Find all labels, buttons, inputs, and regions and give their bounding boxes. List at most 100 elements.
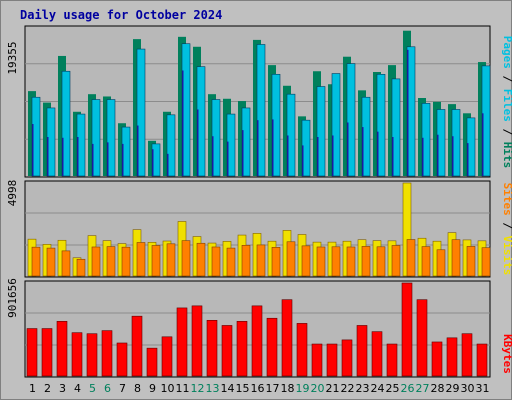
bar-sites xyxy=(31,246,41,277)
bar-pages xyxy=(32,124,34,176)
bar-sites xyxy=(301,245,311,277)
x-tick-label: 14 xyxy=(221,382,235,395)
bar-kbytes xyxy=(266,317,278,377)
x-tick-label: 17 xyxy=(266,382,280,395)
bar-kbytes xyxy=(311,343,323,377)
bar-sites xyxy=(316,246,326,277)
bar-sites xyxy=(406,239,416,277)
bar-files xyxy=(376,74,386,177)
legend-sites: Sites xyxy=(501,183,512,216)
bar-kbytes xyxy=(221,325,233,377)
x-tick-label: 22 xyxy=(341,382,355,395)
bar-pages xyxy=(467,143,469,176)
bar-kbytes xyxy=(341,339,353,377)
legend-sep: / xyxy=(501,216,512,236)
bar-kbytes xyxy=(86,333,98,377)
bar-files xyxy=(286,93,296,177)
bar-files xyxy=(391,78,401,177)
bar-kbytes xyxy=(326,343,338,377)
bar-pages xyxy=(437,134,439,176)
legend-sep: / xyxy=(501,69,512,89)
x-tick-label: 19 xyxy=(296,382,310,395)
bar-kbytes xyxy=(251,305,263,377)
legend-mid: Sites / Visits xyxy=(501,183,512,276)
legend-files: Files xyxy=(501,89,512,122)
bar-sites xyxy=(241,244,251,277)
x-tick-label: 13 xyxy=(206,382,220,395)
x-tick-label: 31 xyxy=(476,382,490,395)
bar-sites xyxy=(106,246,116,277)
bar-kbytes xyxy=(191,305,203,377)
chart-title: Daily usage for October 2024 xyxy=(20,8,222,22)
x-tick-label: 7 xyxy=(119,382,126,395)
x-tick-label: 9 xyxy=(149,382,156,395)
bar-pages xyxy=(257,120,259,176)
bar-sites xyxy=(76,258,86,277)
bar-files xyxy=(106,99,116,177)
bar-sites xyxy=(91,246,101,277)
bar-kbytes xyxy=(56,321,68,377)
bar-kbytes xyxy=(116,342,128,377)
x-tick-label: 3 xyxy=(59,382,66,395)
bar-kbytes xyxy=(206,320,218,377)
x-tick-label: 15 xyxy=(236,382,250,395)
bar-sites xyxy=(391,245,401,277)
bar-pages xyxy=(317,137,319,176)
bar-pages xyxy=(272,119,274,176)
legend-visits: Visits xyxy=(501,236,512,276)
x-tick-label: 27 xyxy=(416,382,430,395)
bar-files xyxy=(346,63,356,177)
bar-pages xyxy=(392,137,394,176)
bar-sites xyxy=(46,247,56,277)
bar-pages xyxy=(137,125,139,176)
x-tick-label: 21 xyxy=(326,382,340,395)
x-tick-label: 29 xyxy=(446,382,460,395)
x-tick-label: 10 xyxy=(161,382,175,395)
bar-pages xyxy=(287,135,289,176)
bar-sites xyxy=(166,243,176,277)
x-tick-label: 20 xyxy=(311,382,325,395)
bar-pages xyxy=(482,113,484,176)
legend-top: Pages / Files / Hits xyxy=(501,36,512,169)
visits-ymax-label: 4998 xyxy=(6,180,19,207)
bar-files xyxy=(331,73,341,177)
bar-kbytes xyxy=(296,323,308,377)
bar-kbytes xyxy=(461,333,473,377)
bar-pages xyxy=(122,143,124,176)
x-tick-label: 6 xyxy=(104,382,111,395)
bar-kbytes xyxy=(176,307,188,377)
bar-pages xyxy=(377,131,379,176)
x-tick-label: 12 xyxy=(191,382,205,395)
bar-files xyxy=(91,99,101,177)
bar-pages xyxy=(362,127,364,176)
bar-files xyxy=(166,114,176,177)
x-tick-label: 5 xyxy=(89,382,96,395)
x-tick-label: 8 xyxy=(134,382,141,395)
bar-pages xyxy=(152,149,154,176)
x-tick-label: 28 xyxy=(431,382,445,395)
bar-sites xyxy=(331,246,341,277)
bar-pages xyxy=(452,136,454,176)
x-tick-label: 18 xyxy=(281,382,295,395)
bar-sites xyxy=(361,246,371,277)
x-tick-label: 26 xyxy=(401,382,415,395)
legend-hits: Hits xyxy=(501,142,512,169)
bar-kbytes xyxy=(416,299,428,377)
bar-kbytes xyxy=(101,330,113,377)
bar-pages xyxy=(47,137,49,176)
bar-pages xyxy=(92,143,94,176)
bar-kbytes xyxy=(476,343,488,377)
bar-files xyxy=(316,86,326,177)
bar-pages xyxy=(227,141,229,176)
bar-sites xyxy=(181,240,191,277)
bar-kbytes xyxy=(446,337,458,377)
bar-pages xyxy=(62,137,64,176)
bar-pages xyxy=(212,136,214,176)
bar-sites xyxy=(346,246,356,277)
bar-pages xyxy=(347,122,349,176)
bar-sites xyxy=(61,250,71,277)
bar-kbytes xyxy=(71,332,83,377)
bar-sites xyxy=(421,246,431,277)
x-tick-label: 30 xyxy=(461,382,475,395)
